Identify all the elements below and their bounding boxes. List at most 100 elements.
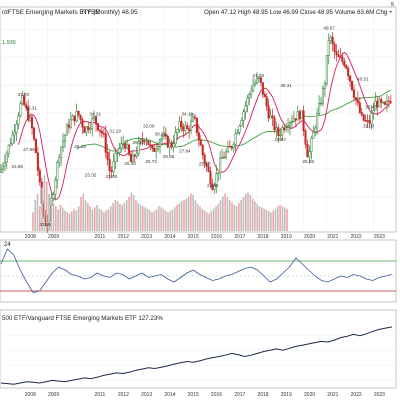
candle-body — [148, 141, 150, 145]
x-tick-label: 2012 — [118, 392, 129, 398]
ohlc-readout: Open 47.12 High 48.95 Low 46.99 Close 48… — [204, 9, 393, 16]
candle-body — [281, 128, 283, 135]
volume-bar — [151, 212, 153, 231]
volume-bar — [240, 200, 242, 231]
candle-body — [227, 146, 229, 152]
candle-body — [122, 144, 124, 145]
x-tick-label: 2020 — [304, 234, 315, 240]
volume-bar — [133, 195, 135, 231]
candle-body — [35, 139, 37, 153]
candle-body — [37, 153, 39, 170]
price-label: 21.45 — [207, 183, 219, 188]
candle-body — [351, 81, 353, 90]
candle-body — [12, 135, 14, 144]
candle-body — [58, 157, 60, 162]
volume-bar — [179, 203, 181, 231]
volume-bar — [220, 200, 222, 231]
candle-body — [248, 94, 250, 98]
candle-body — [136, 153, 138, 156]
candle-body — [289, 123, 291, 127]
candle-body — [60, 147, 62, 157]
candle-body — [378, 99, 380, 107]
candle-body — [299, 111, 301, 118]
candle-body — [276, 128, 278, 130]
volume-bar — [215, 206, 217, 231]
candle-body — [252, 85, 254, 91]
indicator-panel: 24 — [0, 240, 396, 302]
volume-bar — [92, 209, 94, 231]
volume-bar — [238, 203, 240, 231]
volume-bar — [279, 205, 281, 231]
candle-body — [285, 127, 287, 129]
candle-body — [332, 37, 334, 44]
candle-body — [342, 57, 344, 61]
volume-bar — [163, 209, 165, 231]
candle-body — [301, 111, 303, 119]
price-label: 41.08 — [252, 73, 264, 78]
candle-body — [384, 102, 386, 104]
volume-bar — [60, 205, 62, 231]
exchange-label: NYSE — [82, 9, 99, 16]
x-tick-label: 2018 — [257, 392, 268, 398]
candle-body — [78, 111, 80, 115]
volume-bar — [108, 209, 110, 231]
candle-body — [157, 147, 159, 150]
candle-body — [82, 120, 84, 127]
volume-bar — [126, 200, 128, 231]
candle-body — [76, 111, 78, 121]
candle-body — [171, 143, 173, 147]
x-tick-label: 2011 — [95, 234, 106, 240]
volume-bar — [103, 212, 105, 231]
volume-bar — [190, 194, 192, 231]
volume-bar — [272, 211, 274, 231]
candle-body — [336, 52, 338, 55]
volume-bar — [128, 197, 130, 231]
candle-body — [326, 55, 328, 83]
volume-bar — [188, 197, 190, 231]
candle-body — [307, 144, 309, 157]
candle-body — [382, 102, 384, 103]
volume-bar — [213, 209, 215, 231]
volume-bar — [149, 210, 151, 231]
volume-bar — [76, 211, 78, 231]
volume-bar — [153, 211, 155, 231]
volume-bar — [263, 209, 265, 231]
price-label: 27.64 — [179, 148, 191, 153]
candle-body — [355, 98, 357, 100]
candle-body — [311, 138, 313, 151]
x-tick-label: 2019 — [281, 392, 292, 398]
volume-bar — [266, 210, 268, 231]
candle-body — [274, 118, 276, 130]
candle-body — [97, 124, 99, 130]
candle-body — [151, 145, 153, 148]
volume-bar — [231, 202, 233, 231]
volume-bar — [94, 207, 96, 231]
candle-body — [53, 194, 55, 198]
candle-body — [188, 129, 190, 131]
candle-body — [134, 155, 136, 156]
candle-body — [126, 145, 128, 148]
volume-bar — [256, 204, 258, 231]
price-label: 28.39 — [74, 144, 86, 149]
candle-body — [293, 119, 295, 122]
candle-body — [363, 115, 365, 121]
volume-bar — [69, 214, 71, 231]
candle-body — [330, 37, 332, 41]
volume-bar — [234, 205, 236, 231]
volume-bar — [286, 209, 288, 231]
candle-body — [4, 162, 6, 166]
candle-body — [279, 135, 281, 136]
ratio-panel: 500 ETF/Vanguard FTSE Emerging Markets E… — [0, 310, 396, 388]
candle-body — [270, 116, 272, 118]
candle-body — [347, 68, 349, 76]
x-tick-label: 2016 — [211, 392, 222, 398]
volume-bar — [62, 207, 64, 231]
candle-body — [231, 147, 233, 148]
volume-bar — [208, 214, 210, 231]
candle-body — [202, 145, 204, 155]
candle-body — [14, 132, 16, 134]
volume-bar — [124, 202, 126, 231]
volume-bar — [39, 206, 41, 231]
price-label: 23.32 — [85, 172, 97, 177]
volume-bar — [172, 209, 174, 231]
